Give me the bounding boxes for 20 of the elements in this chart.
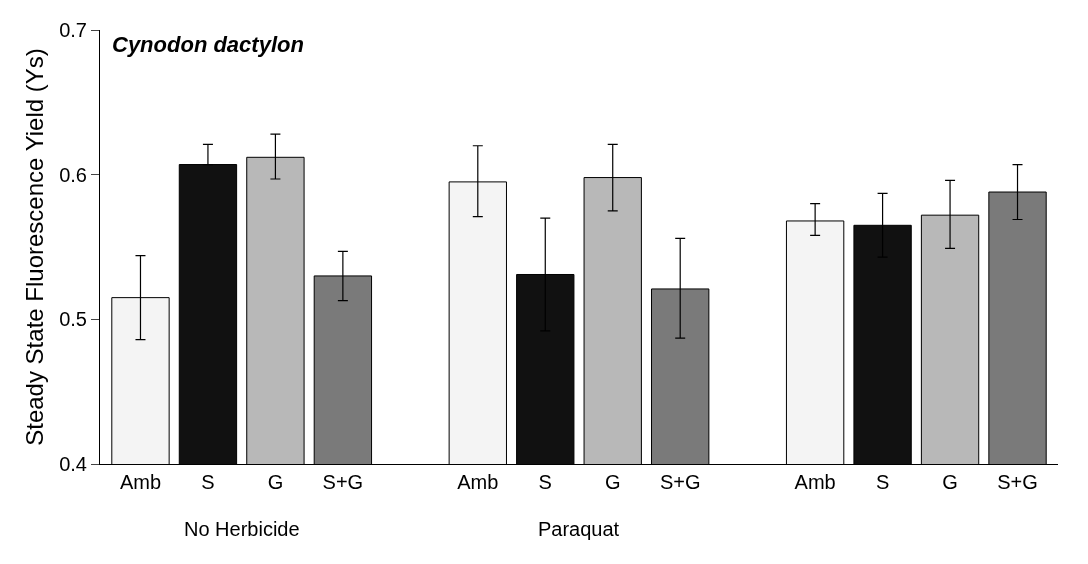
x-tick-label: Amb <box>119 471 162 493</box>
x-tick-label: Amb <box>457 471 499 493</box>
x-tick-label: G <box>267 471 284 493</box>
y-tick-label: 0.5 <box>59 308 87 331</box>
y-tick-label: 0.6 <box>59 163 87 186</box>
x-tick-label: S+G <box>659 471 701 493</box>
chart-title: Cynodon dactylon <box>112 32 304 57</box>
x-tick-label: S+G <box>997 471 1038 493</box>
y-axis-title: Steady State Fluorescence Yield (Ys) <box>21 48 49 446</box>
x-tick-label: S+G <box>322 471 364 493</box>
x-tick-label: S <box>538 471 552 493</box>
x-tick-label: G <box>942 471 958 493</box>
x-tick-label: S <box>201 471 215 493</box>
y-tick-label: 0.7 <box>59 19 87 41</box>
x-tick-label: Amb <box>794 471 836 493</box>
x-tick-label: S <box>875 471 890 493</box>
y-tick-label: 0.4 <box>59 453 87 475</box>
text: No Herbicide <box>184 518 300 540</box>
x-tick-label: G <box>604 471 621 493</box>
text: Paraquat <box>538 518 620 540</box>
